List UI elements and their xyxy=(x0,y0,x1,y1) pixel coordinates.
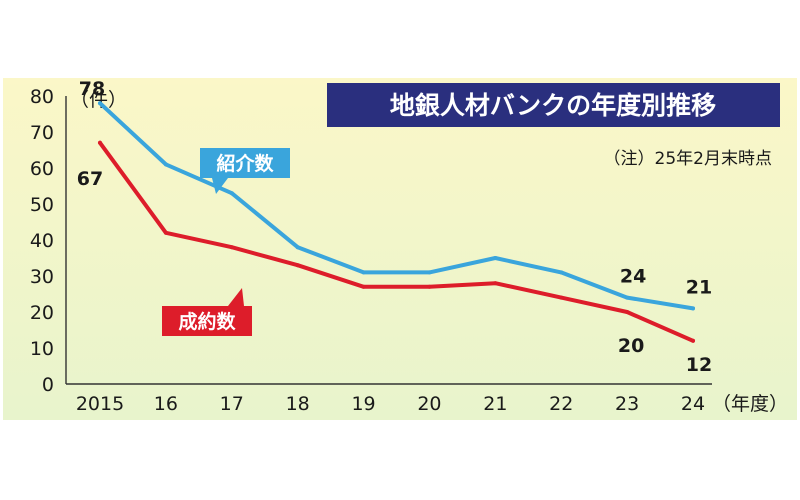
title-background xyxy=(327,83,780,127)
series-point-0 xyxy=(559,270,564,275)
legend-seiyaku-pointer xyxy=(228,288,244,306)
series-point-1 xyxy=(98,140,102,145)
legend-shokai-badge xyxy=(200,148,290,178)
y-tick-label: 80 xyxy=(30,86,54,108)
legend-shokai-pointer xyxy=(212,178,228,194)
series-point-0 xyxy=(691,306,695,311)
data-label: 67 xyxy=(77,168,103,190)
series-line-1 xyxy=(98,140,695,343)
y-tick-label: 50 xyxy=(30,194,54,216)
y-tick-label: 60 xyxy=(30,158,54,180)
y-tick-label: 0 xyxy=(42,374,54,396)
series-point-1 xyxy=(295,263,300,268)
y-tick-label: 30 xyxy=(30,266,54,288)
series-point-0 xyxy=(361,270,366,275)
series-point-1 xyxy=(625,310,630,314)
series-point-1 xyxy=(493,281,498,286)
x-tick-label: 16 xyxy=(154,393,178,415)
x-tick-label: 2015 xyxy=(76,393,124,415)
series-line-0 xyxy=(98,101,695,311)
x-tick-label: 17 xyxy=(220,393,244,415)
series-layer xyxy=(98,101,695,343)
data-label: 21 xyxy=(686,276,712,298)
series-point-0 xyxy=(229,191,234,196)
y-tick-label: 10 xyxy=(30,338,54,360)
series-point-1 xyxy=(361,284,366,289)
legend-shokai: 紹介数 xyxy=(200,148,290,194)
series-point-1 xyxy=(559,295,564,300)
legend-seiyaku: 成約数 xyxy=(162,288,252,336)
series-point-0 xyxy=(493,256,498,260)
series-point-1 xyxy=(163,230,168,235)
chart-title: 地銀人材バンクの年度別推移 xyxy=(390,91,716,120)
series-point-0 xyxy=(427,270,432,275)
x-tick-label: 24 xyxy=(681,393,705,415)
x-unit-label: （年度） xyxy=(712,393,788,415)
legend-shokai-label: 紹介数 xyxy=(216,152,274,175)
data-label: 12 xyxy=(686,354,712,376)
title-box: 地銀人材バンクの年度別推移 xyxy=(327,83,780,127)
x-tick-label: 23 xyxy=(615,393,639,415)
x-tick-label: 22 xyxy=(549,393,573,415)
series-point-1 xyxy=(427,284,432,289)
y-tick-label: 40 xyxy=(30,230,54,252)
legend-seiyaku-label: 成約数 xyxy=(178,310,236,333)
legend-seiyaku-badge xyxy=(162,306,252,336)
data-label: 20 xyxy=(618,335,644,357)
chart-background xyxy=(3,78,797,420)
y-ticks: 0 10 20 30 40 50 60 70 80 xyxy=(30,86,54,396)
series-point-0 xyxy=(295,245,300,250)
data-label: 24 xyxy=(620,266,646,288)
data-label: 78 xyxy=(79,78,105,100)
series-point-1 xyxy=(691,338,695,343)
series-point-0 xyxy=(625,295,630,300)
y-tick-label: 20 xyxy=(30,302,54,324)
plot-axes xyxy=(65,96,712,385)
x-tick-label: 21 xyxy=(483,393,507,415)
y-unit-label: （件） xyxy=(70,89,127,111)
data-labels: 78 67 24 21 20 12 xyxy=(77,78,712,376)
y-tick-label: 70 xyxy=(30,122,54,144)
x-tick-label: 20 xyxy=(417,393,441,415)
x-tick-label: 19 xyxy=(351,393,375,415)
x-tick-label: 18 xyxy=(286,393,310,415)
series-point-0 xyxy=(163,162,168,167)
x-ticks: 2015 16 17 18 19 20 21 22 23 24 xyxy=(76,393,705,415)
chart-note: （注）25年2月末時点 xyxy=(604,149,772,169)
series-point-1 xyxy=(229,245,234,250)
series-point-0 xyxy=(98,101,102,106)
